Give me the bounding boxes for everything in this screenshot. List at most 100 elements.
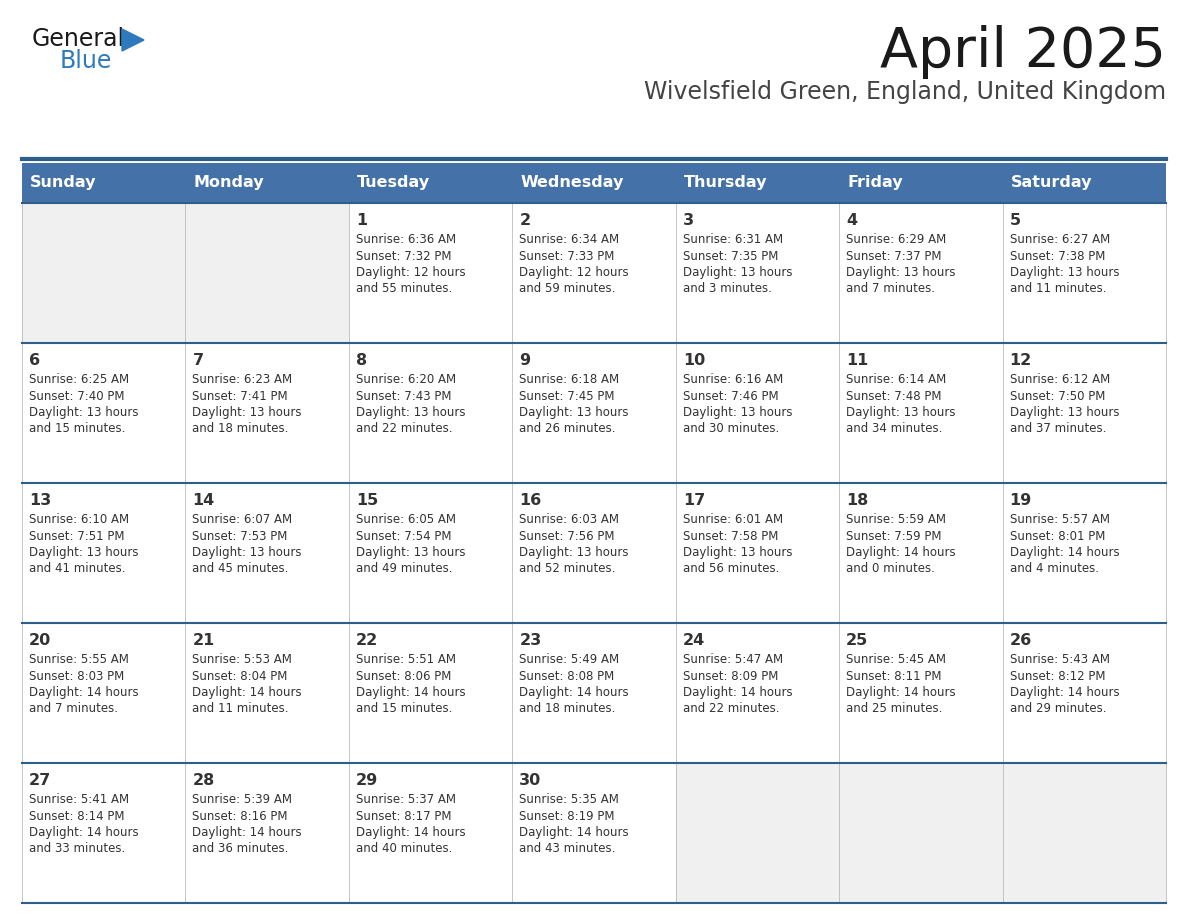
Text: Daylight: 14 hours: Daylight: 14 hours [846,546,956,559]
Bar [185,343,349,483]
Text: Daylight: 14 hours: Daylight: 14 hours [519,686,628,699]
Text: and 56 minutes.: and 56 minutes. [683,563,779,576]
Text: Sunrise: 5:43 AM: Sunrise: 5:43 AM [1010,653,1110,666]
Text: Sunset: 8:08 PM: Sunset: 8:08 PM [519,669,614,682]
Text: Daylight: 13 hours: Daylight: 13 hours [683,266,792,279]
Text: 30: 30 [519,773,542,788]
Text: General: General [32,27,125,51]
Text: Sunrise: 6:10 AM: Sunrise: 6:10 AM [29,513,129,526]
Text: Sunrise: 6:25 AM: Sunrise: 6:25 AM [29,373,129,386]
Bar [23,483,185,623]
Text: 29: 29 [356,773,378,788]
Text: Sunset: 7:54 PM: Sunset: 7:54 PM [356,530,451,543]
Text: Sunset: 8:11 PM: Sunset: 8:11 PM [846,669,942,682]
Text: and 33 minutes.: and 33 minutes. [29,843,125,856]
Text: Daylight: 13 hours: Daylight: 13 hours [846,406,955,419]
Bar [512,203,676,343]
Text: and 11 minutes.: and 11 minutes. [1010,283,1106,296]
Text: 22: 22 [356,633,378,648]
Bar [23,763,185,903]
Bar [512,483,676,623]
Text: Sunrise: 6:07 AM: Sunrise: 6:07 AM [192,513,292,526]
Text: Sunrise: 5:45 AM: Sunrise: 5:45 AM [846,653,946,666]
Text: and 49 minutes.: and 49 minutes. [356,563,453,576]
Text: 6: 6 [29,353,40,368]
Text: Sunset: 7:50 PM: Sunset: 7:50 PM [1010,389,1105,402]
Text: Daylight: 14 hours: Daylight: 14 hours [846,686,956,699]
Text: Daylight: 14 hours: Daylight: 14 hours [356,686,466,699]
Polygon shape [122,29,144,51]
Bar [185,203,349,343]
Text: 19: 19 [1010,493,1032,508]
Text: Sunrise: 5:47 AM: Sunrise: 5:47 AM [683,653,783,666]
Text: and 37 minutes.: and 37 minutes. [1010,422,1106,435]
Text: Sunrise: 5:57 AM: Sunrise: 5:57 AM [1010,513,1110,526]
Bar [676,163,839,203]
Bar [23,343,185,483]
Text: and 52 minutes.: and 52 minutes. [519,563,615,576]
Text: Wednesday: Wednesday [520,175,624,191]
Text: 4: 4 [846,213,858,228]
Text: and 41 minutes.: and 41 minutes. [29,563,126,576]
Text: Sunset: 8:04 PM: Sunset: 8:04 PM [192,669,287,682]
Bar [23,623,185,763]
Text: Sunset: 7:58 PM: Sunset: 7:58 PM [683,530,778,543]
Text: Sunrise: 5:59 AM: Sunrise: 5:59 AM [846,513,946,526]
Text: 10: 10 [683,353,704,368]
Text: Sunrise: 6:31 AM: Sunrise: 6:31 AM [683,233,783,246]
Text: and 30 minutes.: and 30 minutes. [683,422,779,435]
Bar [676,203,839,343]
Bar [23,203,185,343]
Text: Daylight: 14 hours: Daylight: 14 hours [1010,546,1119,559]
Text: Daylight: 14 hours: Daylight: 14 hours [192,826,302,839]
Text: Sunrise: 6:36 AM: Sunrise: 6:36 AM [356,233,456,246]
Text: Daylight: 13 hours: Daylight: 13 hours [1010,266,1119,279]
Text: Sunrise: 5:55 AM: Sunrise: 5:55 AM [29,653,128,666]
Text: Sunset: 8:06 PM: Sunset: 8:06 PM [356,669,451,682]
Text: Sunset: 7:59 PM: Sunset: 7:59 PM [846,530,942,543]
Text: Sunrise: 5:37 AM: Sunrise: 5:37 AM [356,793,456,806]
Text: Daylight: 13 hours: Daylight: 13 hours [846,266,955,279]
Text: Daylight: 13 hours: Daylight: 13 hours [29,406,139,419]
Text: Sunrise: 6:27 AM: Sunrise: 6:27 AM [1010,233,1110,246]
Bar [349,763,512,903]
Text: Sunrise: 6:14 AM: Sunrise: 6:14 AM [846,373,947,386]
Bar [839,763,1003,903]
Bar [512,623,676,763]
Bar [1003,483,1165,623]
Text: and 15 minutes.: and 15 minutes. [29,422,126,435]
Text: and 43 minutes.: and 43 minutes. [519,843,615,856]
Text: Sunset: 8:19 PM: Sunset: 8:19 PM [519,810,614,823]
Text: Daylight: 13 hours: Daylight: 13 hours [519,546,628,559]
Bar [349,163,512,203]
Text: Sunrise: 6:05 AM: Sunrise: 6:05 AM [356,513,456,526]
Text: and 22 minutes.: and 22 minutes. [683,702,779,715]
Text: and 11 minutes.: and 11 minutes. [192,702,289,715]
Text: Monday: Monday [194,175,264,191]
Text: Daylight: 13 hours: Daylight: 13 hours [356,406,466,419]
Text: and 7 minutes.: and 7 minutes. [29,702,118,715]
Text: 7: 7 [192,353,203,368]
Text: 11: 11 [846,353,868,368]
Text: 12: 12 [1010,353,1032,368]
Bar [1003,343,1165,483]
Text: Sunset: 8:17 PM: Sunset: 8:17 PM [356,810,451,823]
Text: Daylight: 13 hours: Daylight: 13 hours [519,406,628,419]
Bar [1003,623,1165,763]
Text: 17: 17 [683,493,704,508]
Bar [1003,203,1165,343]
Text: Daylight: 13 hours: Daylight: 13 hours [683,546,792,559]
Text: and 25 minutes.: and 25 minutes. [846,702,942,715]
Text: Daylight: 14 hours: Daylight: 14 hours [29,686,139,699]
Text: 9: 9 [519,353,530,368]
Text: and 40 minutes.: and 40 minutes. [356,843,453,856]
Text: Sunrise: 6:34 AM: Sunrise: 6:34 AM [519,233,619,246]
Text: Sunset: 7:35 PM: Sunset: 7:35 PM [683,250,778,263]
Text: Blue: Blue [61,49,113,73]
Text: Sunset: 8:16 PM: Sunset: 8:16 PM [192,810,287,823]
Text: Sunset: 7:33 PM: Sunset: 7:33 PM [519,250,614,263]
Text: 23: 23 [519,633,542,648]
Bar [349,623,512,763]
Text: Sunset: 8:09 PM: Sunset: 8:09 PM [683,669,778,682]
Text: and 3 minutes.: and 3 minutes. [683,283,771,296]
